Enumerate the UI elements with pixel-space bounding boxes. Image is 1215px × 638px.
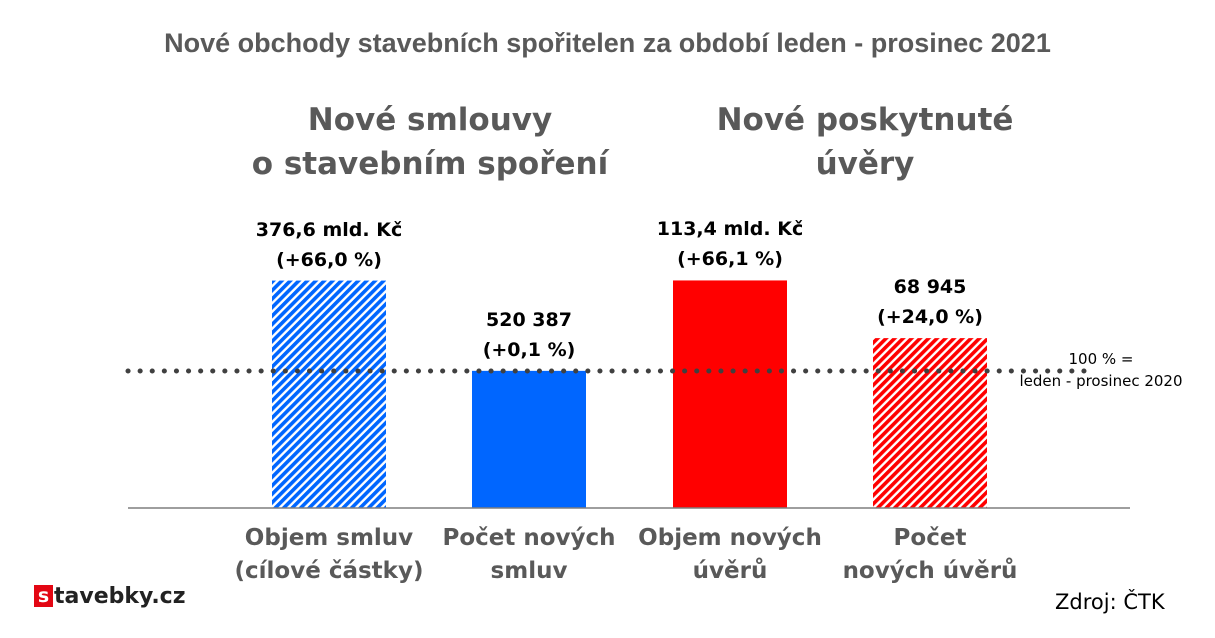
logo-text: tavebky.cz [54,583,186,609]
reference-label: 100 % = leden - prosinec 2020 [995,348,1207,392]
category-label-line2: smluv [490,558,568,584]
bar-1 [272,280,386,508]
bar-3 [673,280,787,508]
source-note: Zdroj: ČTK [1055,590,1165,614]
category-label-line2: nových úvěrů [842,558,1018,584]
stavebky-logo: s tavebky.cz [34,581,186,611]
category-label-line2: (cílové částky) [234,558,424,584]
group-title-contracts-line1: Nové smlouvy [307,102,553,138]
bar-value-label-4: 68 945 (+24,0 %) [830,272,1030,332]
category-label-line1: Počet [893,525,967,551]
bar-value-line1: 376,6 mld. Kč [255,218,403,241]
bar-value-line2: (+0,1 %) [482,338,576,361]
bar-value-line1: 113,4 mld. Kč [656,218,804,241]
logo-s-box: s [34,585,53,607]
category-label-line2: úvěrů [692,558,768,584]
category-label-line1: Počet nových [442,525,616,551]
bar-value-label-2: 520 387 (+0,1 %) [429,305,629,365]
group-title-loans: Nové poskytnuté úvěry [665,98,1065,186]
group-title-contracts: Nové smlouvy o stavebním spoření [230,98,630,186]
group-title-loans-line2: úvěry [815,146,915,182]
category-label-3: Objem nových úvěrů [630,522,830,588]
category-label-1: Objem smluv (cílové částky) [229,522,429,588]
category-label-4: Počet nových úvěrů [830,522,1030,588]
bar-value-line2: (+66,1 %) [677,248,783,271]
bar-value-line2: (+66,0 %) [276,248,382,271]
reference-label-line2: leden - prosinec 2020 [1019,372,1183,390]
bar-4 [873,338,987,508]
chart-title: Nové obchody stavebních spořitelen za ob… [164,28,1051,58]
reference-label-line1: 100 % = [1068,350,1134,368]
bar-value-line1: 68 945 [893,276,967,299]
group-title-contracts-line2: o stavebním spoření [251,146,609,182]
category-label-line1: Objem smluv [244,525,414,551]
bar-value-line2: (+24,0 %) [877,306,983,329]
bar-value-label-3: 113,4 mld. Kč (+66,1 %) [630,214,830,274]
group-title-loans-line1: Nové poskytnuté [716,102,1014,138]
bar-value-label-1: 376,6 mld. Kč (+66,0 %) [229,215,429,275]
category-label-2: Počet nových smluv [429,522,629,588]
bar-2 [472,370,586,508]
bar-value-line1: 520 387 [486,308,572,331]
category-label-line1: Objem nových [638,525,822,551]
